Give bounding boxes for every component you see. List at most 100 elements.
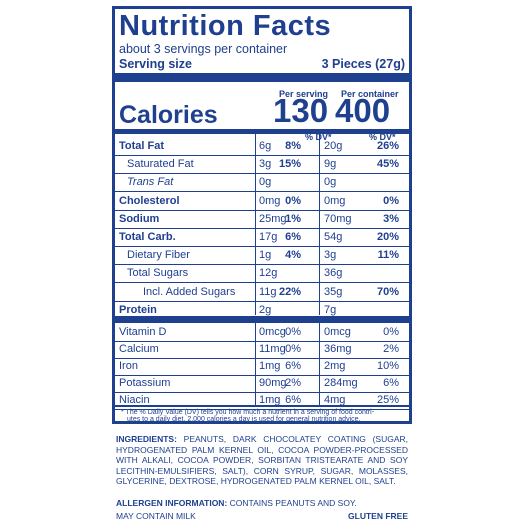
dv-header-serving: % DV*	[305, 132, 332, 142]
c-dv-value: 20%	[376, 231, 399, 243]
row-divider	[115, 300, 409, 302]
footnote-line-2: utes to a daily diet. 2,000 calories a d…	[127, 416, 361, 423]
s-amt-value: 2g	[259, 303, 272, 316]
nutrient-row: Total Sugars 12g 36g	[119, 264, 405, 283]
c-dv-value: 0%	[383, 326, 399, 338]
nutrient-row: Saturated Fat 3g 15% 9g 45%	[119, 155, 405, 174]
column-separator	[319, 131, 320, 315]
nutrient-name: Total Fat	[119, 140, 165, 152]
column-separator	[255, 131, 256, 315]
ingredients-label: INGREDIENTS:	[116, 434, 177, 444]
nutrient-name: Cholesterol	[119, 194, 180, 207]
s-amt-value: 1mg	[259, 360, 281, 372]
c-amt-value: 284mg	[324, 377, 358, 389]
nutrient-name: Trans Fat	[127, 176, 174, 189]
s-amt-value: 0g	[259, 176, 272, 189]
nutrient-row: Incl. Added Sugars 11g 22% 35g 70%	[119, 283, 405, 302]
nutrient-row: Protein 2g 7g	[119, 301, 405, 320]
calories-per-serving: 130	[273, 92, 329, 129]
c-dv-value: 11%	[377, 249, 399, 262]
nutrient-row: Trans Fat 0g 0g	[119, 173, 405, 192]
s-amt-value: 90mg	[259, 377, 287, 389]
c-dv-value: 45%	[376, 158, 399, 171]
s-amt-value: 0mcg	[259, 326, 286, 338]
nutrient-row: Cholesterol 0mg 0% 0mg 0%	[119, 192, 405, 211]
nutrient-row: Calcium 11mg 0% 36mg 2%	[119, 340, 405, 359]
c-amt-value: 0mg	[324, 194, 346, 207]
s-dv-value: 0%	[285, 326, 301, 338]
s-dv-value: 6%	[285, 231, 301, 243]
s-dv-value: 6%	[285, 360, 301, 372]
c-amt-value: 3g	[324, 249, 337, 262]
serving-size-row: Serving size 3 Pieces (27g)	[119, 57, 405, 71]
c-dv-value: 3%	[383, 212, 399, 225]
s-dv-value: 2%	[285, 377, 301, 389]
nutrient-row: Vitamin D 0mcg 0% 0mcg 0%	[119, 323, 405, 342]
c-amt-value: 54g	[324, 231, 343, 243]
s-amt-value: 12g	[259, 267, 278, 280]
s-amt-value: 6g	[259, 140, 272, 152]
s-dv-value: 0%	[285, 343, 301, 355]
s-dv-value: 1%	[285, 212, 301, 225]
s-dv-value: 22%	[278, 285, 301, 298]
row-divider	[115, 246, 409, 247]
nutrient-name: Saturated Fat	[127, 158, 194, 171]
s-amt-value: 11mg	[259, 343, 286, 355]
s-dv-value: 15%	[278, 158, 301, 171]
nutrient-name: Protein	[119, 303, 157, 316]
row-divider	[115, 191, 409, 193]
nutrient-row: Sodium 25mg 1% 70mg 3%	[119, 210, 405, 229]
s-amt-value: 1mg	[259, 394, 281, 406]
nutrient-row: Dietary Fiber 1g 4% 3g 11%	[119, 246, 405, 265]
nutrient-row: Total Fat 6g 8% 20g 26%	[119, 137, 405, 156]
column-separator	[255, 323, 256, 405]
nutrition-label-panel: Nutrition Facts about 3 servings per con…	[112, 0, 418, 530]
c-dv-value: 26%	[376, 140, 399, 152]
row-divider	[115, 227, 409, 229]
s-amt-value: 1g	[259, 249, 272, 262]
servings-per-container: about 3 servings per container	[119, 42, 288, 56]
c-dv-value: 10%	[376, 360, 399, 372]
nutrient-name: Potassium	[119, 377, 171, 389]
s-amt-value: 0mg	[259, 194, 281, 207]
c-amt-value: 70mg	[324, 212, 352, 225]
s-amt-value: 25mg	[259, 212, 287, 225]
medium-rule-calories	[115, 129, 409, 134]
row-divider	[115, 409, 409, 410]
c-dv-value: 70%	[376, 285, 399, 298]
row-divider	[115, 392, 409, 393]
nutrient-name: Niacin	[119, 394, 150, 406]
calories-label: Calories	[119, 101, 218, 129]
c-amt-value: 4mg	[324, 394, 346, 406]
c-amt-value: 7g	[324, 303, 337, 316]
thick-rule-vitamins	[115, 316, 409, 323]
nutrient-name: Iron	[119, 360, 138, 372]
c-dv-value: 6%	[383, 377, 399, 389]
s-dv-value: 0%	[285, 194, 301, 207]
s-dv-value: 4%	[285, 249, 301, 262]
allergen-block: ALLERGEN INFORMATION: CONTAINS PEANUTS A…	[116, 498, 357, 508]
column-separator	[319, 323, 320, 405]
footnote-line-1: * The % Daily Value (DV) tells you how m…	[121, 409, 375, 416]
calories-per-container: 400	[335, 92, 391, 129]
gluten-free-claim: GLUTEN FREE	[348, 511, 408, 521]
dv-header-container: % DV*	[369, 132, 396, 142]
c-amt-value: 2mg	[324, 360, 346, 372]
nutrition-facts-box: Nutrition Facts about 3 servings per con…	[112, 6, 412, 424]
allergen-text: CONTAINS PEANUTS AND SOY.	[229, 498, 357, 508]
s-amt-value: 11g	[259, 285, 277, 298]
nutrient-name: Dietary Fiber	[127, 249, 190, 262]
nutrient-row: Niacin 1mg 6% 4mg 25%	[119, 391, 405, 410]
label-title: Nutrition Facts	[119, 10, 332, 42]
c-dv-value: 2%	[383, 343, 399, 355]
ingredients-block: INGREDIENTS: PEANUTS, DARK CHOCOLATEY CO…	[116, 434, 408, 487]
row-divider	[115, 264, 409, 266]
row-divider	[115, 282, 409, 284]
serving-size-label: Serving size	[119, 57, 192, 71]
nutrient-name: Calcium	[119, 343, 159, 355]
footnote-rule	[115, 405, 409, 407]
s-amt-value: 17g	[259, 231, 278, 243]
c-amt-value: 36g	[324, 267, 343, 280]
row-divider	[115, 155, 409, 156]
nutrient-name: Total Sugars	[127, 267, 189, 280]
